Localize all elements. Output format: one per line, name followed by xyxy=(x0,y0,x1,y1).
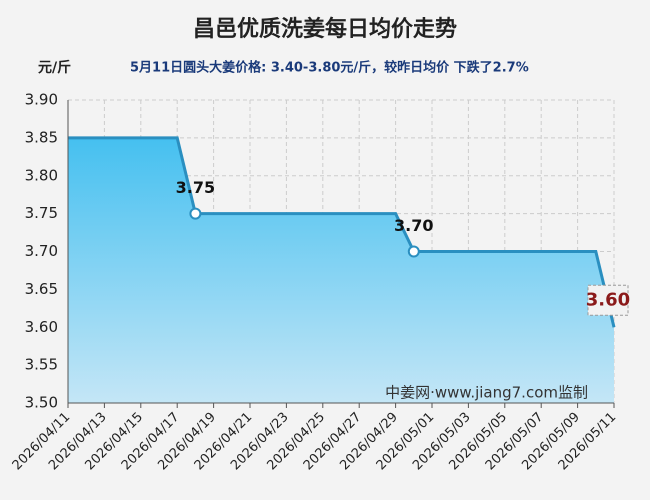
y-unit: 元/斤 xyxy=(38,59,71,76)
y-tick-label: 3.50 xyxy=(25,394,58,412)
y-tick-label: 3.80 xyxy=(25,166,58,184)
y-tick-label: 3.75 xyxy=(25,204,58,222)
y-tick-label: 3.60 xyxy=(25,318,58,336)
value-label: 3.60 xyxy=(586,289,630,310)
chart-title: 昌邑优质洗姜每日均价走势 xyxy=(193,16,457,42)
y-tick-label: 3.55 xyxy=(25,356,58,374)
plot: 3.503.553.603.653.703.753.803.853.902026… xyxy=(10,91,631,474)
line xyxy=(68,136,616,328)
highlight-box xyxy=(587,284,629,316)
y-tick-label: 3.85 xyxy=(25,128,58,146)
point xyxy=(189,207,202,220)
value-label: 3.75 xyxy=(176,178,215,197)
y-tick-label: 3.90 xyxy=(25,91,58,109)
point xyxy=(407,245,420,258)
watermark: 中姜网·www.jiang7.com监制 xyxy=(385,384,588,402)
y-tick-label: 3.70 xyxy=(25,242,58,260)
value-label: 3.70 xyxy=(394,216,433,235)
y-tick-label: 3.65 xyxy=(25,280,58,298)
subtitle: 5月11日圆头大姜价格: 3.40-3.80元/斤，较昨日均价 下跌了2.7% xyxy=(130,60,529,76)
area xyxy=(68,137,614,403)
